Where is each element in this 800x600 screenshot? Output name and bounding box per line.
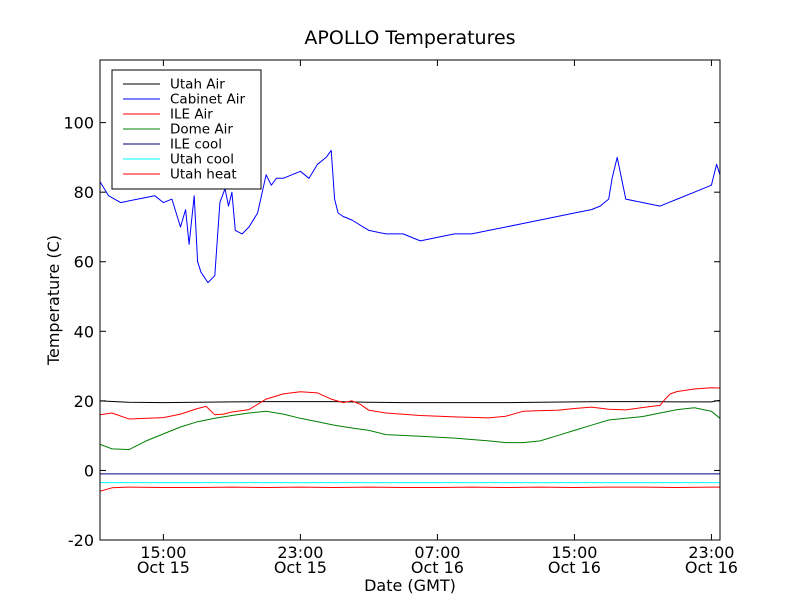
legend-label: Utah Air <box>170 77 225 93</box>
x-axis-title: Date (GMT) <box>364 576 456 595</box>
x-tick-label-time: 07:00 <box>414 543 460 562</box>
x-tick-label-time: 23:00 <box>688 543 734 562</box>
y-tick-label: 20 <box>74 392 94 411</box>
x-tick-label-date: Oct 16 <box>411 558 464 577</box>
y-tick-label: -20 <box>68 531 94 550</box>
legend-label: Dome Air <box>170 122 233 138</box>
chart-title: APOLLO Temperatures <box>304 27 515 49</box>
y-tick-label: 100 <box>63 114 94 133</box>
legend-label: Cabinet Air <box>170 92 245 108</box>
y-tick-label: 80 <box>74 183 94 202</box>
x-tick-label-date: Oct 16 <box>685 558 738 577</box>
x-tick-label-time: 15:00 <box>551 543 597 562</box>
y-axis-title: Temperature (C) <box>44 235 63 366</box>
series-line-utah-heat <box>100 486 720 492</box>
x-tick-label-time: 15:00 <box>140 543 186 562</box>
series-layer <box>100 149 720 492</box>
plot-frame <box>99 59 721 541</box>
legend-label: Utah cool <box>170 152 234 168</box>
x-tick-label-date: Oct 15 <box>274 558 327 577</box>
series-line-dome-air <box>100 407 720 451</box>
legend-label: ILE cool <box>170 137 222 153</box>
legend-label: Utah heat <box>170 167 237 183</box>
legend-label: ILE Air <box>170 107 213 123</box>
y-tick-label: 60 <box>74 253 94 272</box>
series-line-cabinet-air <box>100 149 720 284</box>
y-axis: -20 0 20 40 60 80 100 <box>63 114 720 550</box>
x-tick-label-time: 23:00 <box>277 543 323 562</box>
y-tick-label: 0 <box>84 461 94 480</box>
series-line-utah-air <box>100 399 720 404</box>
series-line-ile-air <box>100 387 720 420</box>
x-tick-label-date: Oct 15 <box>137 558 190 577</box>
x-tick-label-date: Oct 16 <box>548 558 601 577</box>
y-tick-label: 40 <box>74 322 94 341</box>
